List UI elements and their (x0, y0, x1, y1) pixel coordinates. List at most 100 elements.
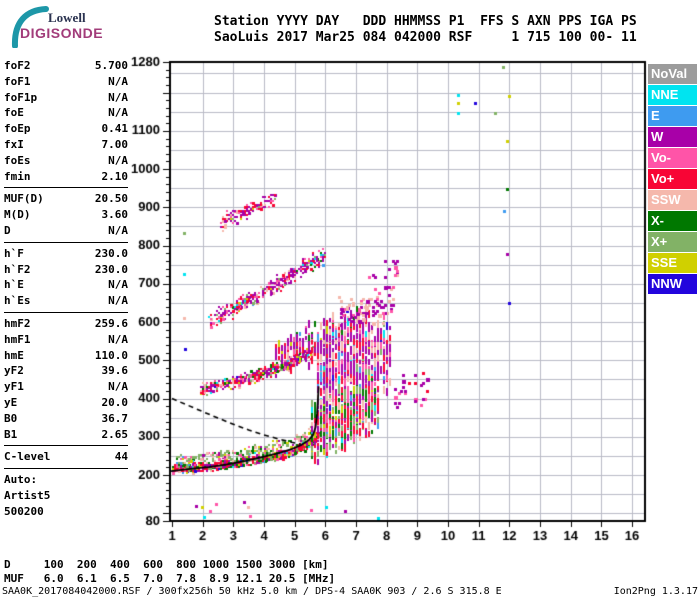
param-value: N/A (108, 153, 128, 167)
legend-item: X- (648, 211, 697, 231)
param-value: 2.10 (101, 169, 129, 183)
param-row: M(D) 3.60 (4, 207, 128, 223)
param-value: 44 (114, 450, 128, 464)
legend-item: SSW (648, 190, 697, 210)
param-row: MUF(D) 20.50 (4, 191, 128, 207)
param-label: yF2 (4, 364, 24, 378)
digisonde-logo: Lowell DIGISONDE (6, 4, 136, 48)
param-label: yF1 (4, 380, 24, 394)
param-label: C-level (4, 450, 51, 464)
param-value: 5.700 (94, 59, 128, 72)
param-label: foE (4, 106, 24, 120)
param-label: foF2 (4, 59, 31, 72)
param-label: B0 (4, 411, 18, 425)
param-row: Auto: (4, 472, 128, 488)
distance-muf-table: D 100 200 400 600 800 1000 1500 3000 [km… (4, 558, 335, 586)
param-row: hmF2 259.6 (4, 316, 128, 332)
param-divider (4, 445, 128, 447)
param-value: 110.0 (94, 348, 128, 362)
param-row: hmF1 N/A (4, 332, 128, 348)
param-row: fmin 2.10 (4, 169, 128, 185)
legend-item: X+ (648, 232, 697, 252)
software-version: Ion2Png 1.3.17 (613, 586, 698, 597)
param-row: yE 20.0 (4, 395, 128, 411)
param-label: hmF1 (4, 332, 31, 346)
param-row: yF1 N/A (4, 379, 128, 395)
param-label: M(D) (4, 208, 31, 222)
param-row: foF1 N/A (4, 74, 128, 90)
legend-item: NNW (648, 274, 697, 294)
param-value: 36.7 (101, 411, 129, 425)
param-row: foF2 5.700 (4, 58, 128, 74)
param-value: N/A (108, 90, 128, 104)
param-value: N/A (108, 74, 128, 88)
param-label: h`Es (4, 294, 31, 308)
param-label: MUF(D) (4, 192, 44, 206)
param-divider (4, 468, 128, 470)
param-label: h`F (4, 246, 24, 260)
param-label: Auto: (4, 473, 38, 487)
param-value: 259.6 (94, 316, 128, 330)
param-label: hmE (4, 348, 24, 362)
param-value: N/A (108, 223, 128, 237)
param-value: N/A (108, 278, 128, 292)
header-values-line: SaoLuis 2017 Mar25 084 042000 RSF 1 715 … (214, 30, 637, 45)
logo-arc-icon (11, 6, 49, 48)
legend-item: Vo+ (648, 169, 697, 189)
param-divider (4, 241, 128, 243)
param-value: 39.6 (101, 364, 129, 378)
status-line: SAA0K_2017084042000.RSF / 300fx256h 50 k… (2, 586, 698, 598)
param-value: 230.0 (94, 262, 128, 276)
param-row: foF1p N/A (4, 90, 128, 106)
legend-item: NNE (648, 85, 697, 105)
distance-row: D 100 200 400 600 800 1000 1500 3000 [km… (4, 558, 329, 571)
param-label: foEs (4, 153, 31, 167)
param-label: B1 (4, 427, 18, 441)
legend-item: E (648, 106, 697, 126)
param-row: fxI 7.00 (4, 137, 128, 153)
param-label: foF1p (4, 90, 38, 104)
param-value: N/A (108, 294, 128, 308)
param-row: C-level 44 (4, 449, 128, 465)
param-value: N/A (108, 106, 128, 120)
param-label: Artist5 (4, 488, 51, 502)
param-row: h`F2 230.0 (4, 262, 128, 278)
param-value: 0.41 (101, 122, 129, 136)
param-label: fmin (4, 169, 31, 183)
logo-lowell-text: Lowell (48, 10, 86, 25)
logo-digisonde-text: DIGISONDE (20, 25, 104, 41)
param-row: hmE 110.0 (4, 348, 128, 364)
param-divider (4, 187, 128, 189)
param-row: foEp 0.41 (4, 121, 128, 137)
legend-item: W (648, 127, 697, 147)
param-label: foF1 (4, 74, 31, 88)
param-row: Artist5 (4, 488, 128, 504)
header-columns-line: Station YYYY DAY DDD HHMMSS P1 FFS S AXN… (214, 14, 637, 29)
scaled-parameters-panel: foF2 5.700 foF1 N/A foF1p N/A foE N/A foEp 0.41 fx… (4, 58, 128, 520)
param-row: h`Es N/A (4, 293, 128, 309)
legend-item: SSE (648, 253, 697, 273)
param-value: 7.00 (101, 137, 129, 151)
param-value: N/A (108, 332, 128, 346)
echo-classification-legend: NoVal NNE E W Vo- Vo+ SSW X- X+ SSE NNW (648, 64, 697, 295)
file-and-program-info: SAA0K_2017084042000.RSF / 300fx256h 50 k… (2, 586, 502, 597)
param-row: B1 2.65 (4, 427, 128, 443)
param-value: 230.0 (94, 246, 128, 260)
param-label: h`F2 (4, 262, 31, 276)
param-row: h`E N/A (4, 277, 128, 293)
param-value: 3.60 (101, 208, 129, 222)
legend-item: NoVal (648, 64, 697, 84)
param-label: foEp (4, 122, 31, 136)
param-label: hmF2 (4, 316, 31, 330)
param-value: N/A (108, 380, 128, 394)
param-label: h`E (4, 278, 24, 292)
param-row: yF2 39.6 (4, 363, 128, 379)
param-row: foEs N/A (4, 153, 128, 169)
param-row: 500200 (4, 504, 128, 520)
param-value: 20.0 (101, 395, 129, 409)
param-value: 20.50 (94, 192, 128, 206)
measurement-header: Station YYYY DAY DDD HHMMSS P1 FFS S AXN… (214, 14, 637, 46)
muf-row: MUF 6.0 6.1 6.5 7.0 7.8 8.9 12.1 20.5 [M… (4, 572, 336, 585)
